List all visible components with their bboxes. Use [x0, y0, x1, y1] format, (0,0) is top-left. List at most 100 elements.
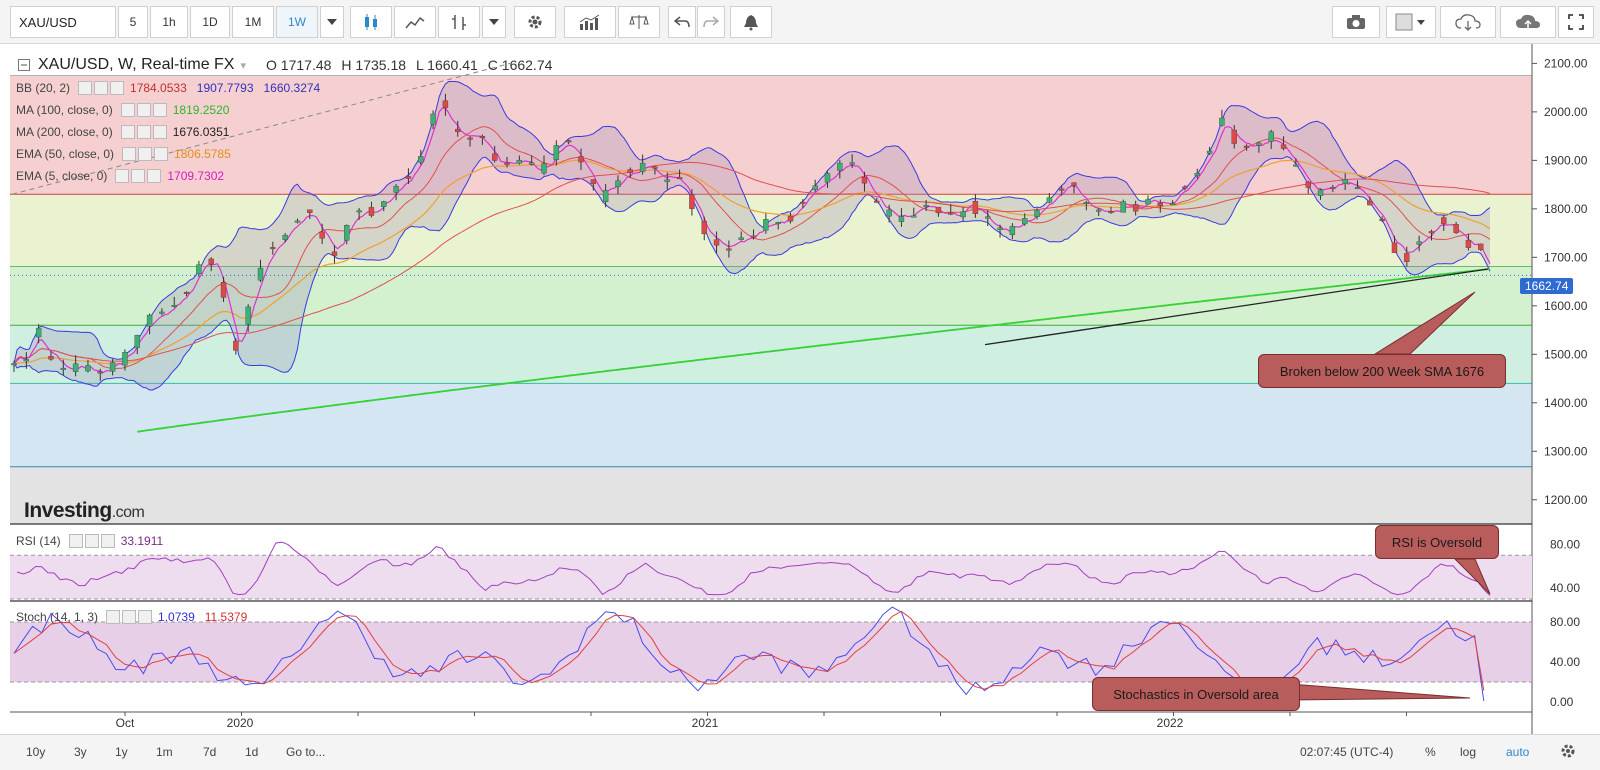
fullscreen-button[interactable] [1558, 6, 1594, 38]
candle-body [1280, 144, 1287, 149]
stoch-k-value: 1.0739 [158, 610, 195, 624]
alert-button[interactable] [730, 6, 772, 38]
stoch-label: Stoch (14, 1, 3) [16, 610, 99, 624]
candle-body [245, 306, 251, 325]
range-10y-button[interactable]: 10y [26, 745, 46, 759]
fib-zone [10, 266, 1532, 326]
candle-body [1293, 164, 1299, 167]
range-1d-button[interactable]: 1d [245, 745, 259, 759]
ma100-controls[interactable] [120, 103, 167, 117]
undo-button[interactable] [668, 6, 696, 38]
range-1m-button[interactable]: 1m [156, 745, 173, 759]
log-scale-button[interactable]: log [1460, 745, 1477, 759]
stoch-controls[interactable] [106, 610, 153, 624]
redo-button[interactable] [697, 6, 725, 38]
candle-body [97, 371, 103, 374]
ohlc-high: H 1735.18 [341, 57, 407, 73]
candle-body [824, 173, 831, 183]
candle-body [1379, 218, 1385, 221]
symbol-search-input[interactable]: XAU/USD [10, 6, 116, 38]
candles-type-button[interactable] [350, 6, 392, 38]
candle-body [1478, 243, 1484, 250]
interval-1d-button[interactable]: 1D [190, 6, 230, 38]
candle-body [960, 211, 966, 218]
candle-body [257, 267, 264, 281]
interval-5-button[interactable]: 5 [118, 6, 148, 38]
candlestick-icon [365, 14, 377, 30]
bb-legend[interactable]: BB (20, 2) 1784.0533 1907.7793 1660.3274 [16, 81, 330, 95]
candle-body [1416, 241, 1422, 245]
candle-body [615, 180, 621, 187]
chart-type-dropdown-button[interactable] [482, 6, 506, 38]
ema5-legend[interactable]: EMA (5, close, 0) 1709.7302 [16, 169, 234, 183]
rsi-legend[interactable]: RSI (14) 33.1911 [16, 534, 173, 548]
candle-body [886, 209, 892, 217]
candle-body [553, 145, 560, 160]
interval-dropdown-button[interactable] [320, 6, 344, 38]
scales-icon [629, 15, 649, 29]
chart-area[interactable]: 1200.00 1300.00 1400.00 1500.00 1600.00 1700.… [0, 44, 1600, 734]
stoch-legend[interactable]: Stoch (14, 1, 3) 1.0739 11.5379 [16, 610, 257, 624]
bars-type-button[interactable] [438, 6, 480, 38]
bb-basis-value: 1784.0533 [130, 81, 187, 95]
candle-body [1268, 131, 1274, 142]
load-chart-button[interactable] [1440, 6, 1496, 38]
ma200-controls[interactable] [120, 125, 167, 139]
interval-1m-button[interactable]: 1M [232, 6, 274, 38]
range-7d-button[interactable]: 7d [203, 745, 217, 759]
template-button[interactable] [1386, 6, 1436, 38]
trendline [984, 268, 1489, 346]
interval-1w-button[interactable]: 1W [276, 6, 318, 38]
candle-body [479, 136, 486, 138]
collapse-icon[interactable] [18, 59, 30, 71]
ma200-legend[interactable]: MA (200, close, 0) 1676.0351 [16, 125, 239, 139]
ohlc-close: C 1662.74 [487, 57, 553, 73]
dashed-trendline [11, 62, 511, 195]
bb-controls[interactable] [78, 81, 125, 95]
ema50-legend[interactable]: EMA (50, close, 0) 1806.5785 [16, 147, 241, 161]
y-tick-label: 1700.00 [1544, 250, 1588, 264]
range-1y-button[interactable]: 1y [115, 745, 128, 759]
top-toolbar: XAU/USD 5 1h 1D 1M 1W [0, 0, 1600, 44]
interval-1h-button[interactable]: 1h [150, 6, 188, 38]
snapshot-button[interactable] [1332, 6, 1380, 38]
price-chart[interactable]: 1200.00 1300.00 1400.00 1500.00 1600.00 1700.… [0, 44, 1600, 734]
ohlc-bars-icon [452, 15, 466, 30]
x-tick-label: 2021 [692, 716, 719, 730]
clock: 02:07:45 (UTC-4) [1300, 745, 1394, 759]
ema5-controls[interactable] [115, 169, 162, 183]
auto-scale-button[interactable]: auto [1506, 745, 1530, 759]
settings-button[interactable] [514, 6, 556, 38]
save-chart-button[interactable] [1500, 6, 1556, 38]
candle-body [1453, 224, 1459, 234]
candle-body [1108, 211, 1114, 213]
x-tick-label: 2022 [1157, 716, 1184, 730]
ma100-legend[interactable]: MA (100, close, 0) 1819.2520 [16, 103, 239, 117]
candle-body [220, 282, 227, 298]
compare-button[interactable] [618, 6, 660, 38]
bb-upper-line [13, 81, 1491, 364]
redo-icon [703, 16, 719, 28]
candle-body [1342, 179, 1348, 184]
candle-body [1317, 189, 1324, 196]
indicators-button[interactable] [564, 6, 616, 38]
rsi-label: RSI (14) [16, 534, 61, 548]
title-dropdown-icon[interactable]: ▾ [240, 59, 247, 72]
template-icon [1395, 13, 1425, 31]
ma200-value: 1676.0351 [172, 125, 230, 139]
ema50-controls[interactable] [122, 147, 169, 161]
line-type-button[interactable] [394, 6, 436, 38]
chart-properties-button[interactable] [1560, 743, 1576, 762]
candle-body [701, 221, 707, 235]
axis-bg [1532, 44, 1600, 734]
percent-scale-button[interactable]: % [1425, 745, 1436, 759]
candle-body [146, 314, 153, 327]
candle-body [492, 153, 498, 161]
range-3y-button[interactable]: 3y [74, 745, 87, 759]
logo-main: Investing [24, 499, 112, 522]
rsi-controls[interactable] [68, 534, 115, 548]
candle-body [923, 204, 929, 207]
goto-date-button[interactable]: Go to... [286, 745, 326, 759]
candle-body [1404, 253, 1410, 262]
candle-body [948, 212, 954, 215]
